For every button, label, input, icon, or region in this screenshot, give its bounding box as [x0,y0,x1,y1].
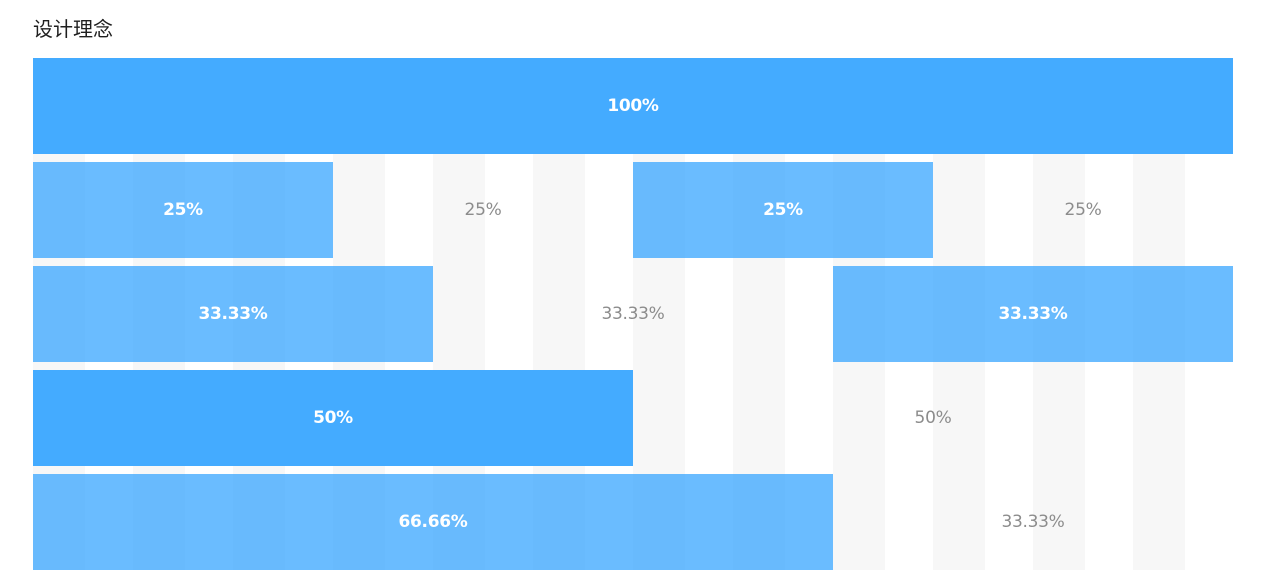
grid-col-33: 33.33% [1001,512,1065,532]
grid-col-25: 25% [464,200,502,220]
grid-col-33: 33.33% [33,266,433,362]
grid-row-thirds: 33.33% 33.33% 33.33% [33,266,1233,362]
grid-col-66: 66.66% [33,474,833,570]
grid-demo: 100% 25% 25% 25% 25% 33.33% 33.33% 33.33… [33,58,1233,570]
grid-row-full: 100% [33,58,1233,154]
grid-col-25: 25% [633,162,933,258]
grid-row-two-thirds: 66.66% 33.33% [33,474,1233,570]
grid-col-33: 33.33% [601,304,665,324]
grid-col-100: 100% [33,58,1233,154]
grid-col-25: 25% [33,162,333,258]
grid-col-25: 25% [1064,200,1102,220]
grid-row-quarters: 25% 25% 25% 25% [33,162,1233,258]
grid-col-50: 50% [914,408,952,428]
grid-row-halves: 50% 50% [33,370,1233,466]
section-title: 设计理念 [33,17,113,41]
grid-col-50: 50% [33,370,633,466]
grid-col-33: 33.33% [833,266,1233,362]
